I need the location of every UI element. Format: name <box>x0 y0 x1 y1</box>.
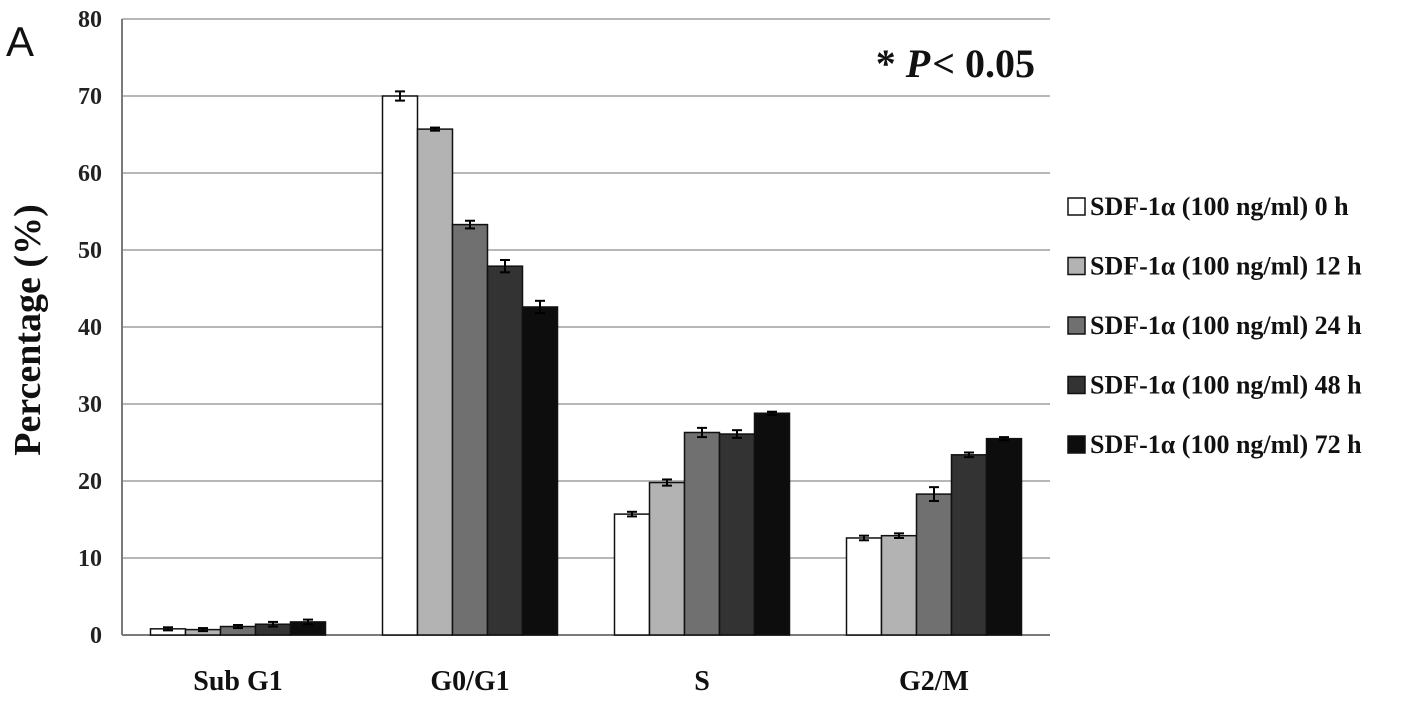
y-axis-label: Percentage (%) <box>7 204 49 455</box>
bar <box>950 454 988 636</box>
y-tick-label: 20 <box>78 469 102 495</box>
legend: SDF-1α (100 ng/ml) 0 h SDF-1α (100 ng/ml)… <box>1067 192 1362 459</box>
y-tick-label: 30 <box>78 392 102 418</box>
legend-swatch <box>1067 375 1086 395</box>
y-tick-label: 70 <box>78 84 102 110</box>
x-category-label: G2/M <box>899 666 969 697</box>
y-tick-label: 0 <box>90 623 102 649</box>
bar <box>683 431 721 636</box>
x-category-label: S <box>694 666 710 697</box>
bar <box>613 513 651 636</box>
bar <box>648 481 686 636</box>
bar <box>451 223 489 636</box>
legend-label: SDF-1α (100 ng/ml) 72 h <box>1090 430 1362 459</box>
y-tick-label: 60 <box>78 161 102 187</box>
y-tick-label: 40 <box>78 315 102 341</box>
y-tick-labels: 0 10 20 30 40 50 60 70 80 <box>78 7 102 649</box>
legend-label: SDF-1α (100 ng/ml) 0 h <box>1090 192 1349 221</box>
annotation-p: P <box>905 41 931 86</box>
panel-label: A <box>6 18 34 65</box>
legend-swatch <box>1067 197 1086 216</box>
error-bars <box>163 90 1009 633</box>
legend-swatch <box>1067 256 1086 276</box>
bar <box>985 437 1023 636</box>
bar <box>381 95 419 636</box>
bar <box>915 493 953 636</box>
legend-label: SDF-1α (100 ng/ml) 24 h <box>1090 311 1362 340</box>
annotation-star: * <box>876 41 896 86</box>
legend-label: SDF-1α (100 ng/ml) 12 h <box>1090 252 1362 281</box>
annotation-threshold: < 0.05 <box>932 41 1035 86</box>
bars <box>149 95 1023 636</box>
x-category-labels: Sub G1 G0/G1 S G2/M <box>193 666 969 697</box>
legend-swatch <box>1067 316 1086 335</box>
legend-label: SDF-1α (100 ng/ml) 48 h <box>1090 371 1362 400</box>
x-category-label: G0/G1 <box>430 666 509 697</box>
bar <box>718 433 756 636</box>
bar <box>845 537 883 636</box>
y-tick-label: 10 <box>78 546 102 572</box>
bar <box>486 265 524 636</box>
y-tick-label: 50 <box>78 238 102 264</box>
bar <box>416 128 454 636</box>
bar <box>880 534 918 636</box>
bar <box>753 412 791 636</box>
y-tick-label: 80 <box>78 7 102 33</box>
significance-annotation: * P< 0.05 <box>876 41 1035 86</box>
x-category-label: Sub G1 <box>193 666 283 697</box>
bar <box>521 306 559 636</box>
legend-swatch <box>1067 435 1086 454</box>
